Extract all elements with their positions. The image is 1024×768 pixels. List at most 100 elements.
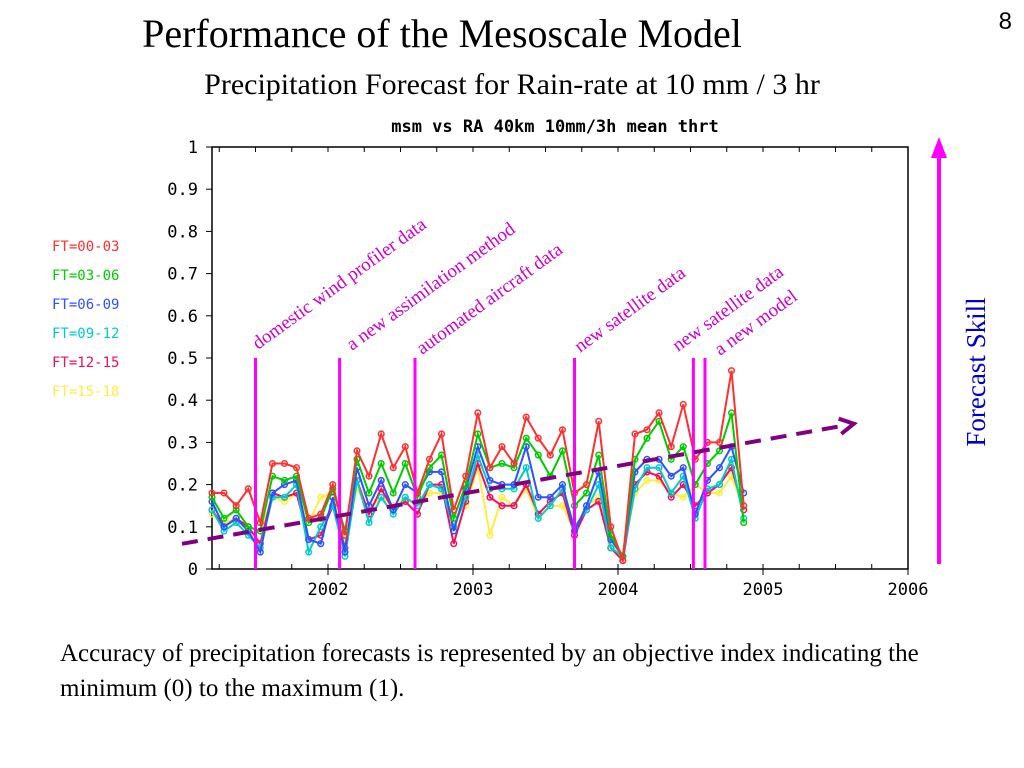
data-point: [522, 413, 530, 421]
data-point: [450, 514, 458, 522]
legend-entry: FT=00-03: [52, 239, 119, 255]
data-point: [607, 544, 615, 552]
data-point: [317, 510, 325, 518]
legend: FT=00-03 FT=03-06 FT=06-09 FT=09-12 FT=12-15…: [52, 239, 119, 400]
data-point: [619, 557, 627, 565]
data-point: [643, 434, 651, 442]
data-point: [244, 485, 252, 493]
data-point: [317, 493, 325, 501]
data-point: [546, 451, 554, 459]
data-point: [425, 481, 434, 489]
data-point: [268, 459, 277, 468]
event-annotation: domestic wind profiler data: [249, 214, 431, 354]
data-point: [534, 451, 542, 459]
data-point: [546, 502, 554, 510]
data-point: [510, 502, 518, 510]
data-point: [534, 493, 542, 501]
data-point: [679, 464, 687, 472]
data-point: [595, 451, 603, 459]
data-point: [462, 472, 470, 480]
legend-entry: FT=09-12: [52, 326, 119, 342]
data-point: [389, 489, 397, 497]
data-point: [740, 502, 748, 510]
data-point: [305, 514, 313, 522]
data-point: [727, 464, 736, 472]
data-point: [607, 523, 615, 531]
data-point: [220, 523, 228, 531]
forecast-skill-group: Forecast Skill: [931, 137, 991, 564]
trend-group: [181, 416, 858, 546]
data-point: [208, 493, 216, 501]
data-point: [486, 464, 494, 472]
data-point: [389, 464, 397, 472]
data-point: [667, 489, 675, 497]
chart-title: msm vs RA 40km 10mm/3h mean thrt: [391, 117, 719, 137]
data-point: [643, 426, 651, 434]
data-point: [208, 489, 216, 497]
data-point: [655, 472, 663, 480]
data-point: [667, 472, 675, 480]
data-point: [341, 548, 349, 556]
data-point: [498, 459, 506, 468]
data-point: [740, 519, 748, 527]
data-point: [715, 438, 724, 446]
x-tick-label: 2004: [598, 580, 639, 600]
page-title: Performance of the Mesoscale Model: [142, 11, 742, 56]
data-point: [425, 455, 434, 463]
caption: Accuracy of precipitation forecasts is r…: [60, 640, 919, 702]
y-tick-label: 0.7: [167, 265, 198, 285]
plot-frame: [211, 146, 909, 570]
data-point: [280, 459, 289, 468]
data-point: [474, 409, 482, 417]
y-tick-label: 0.8: [167, 222, 198, 242]
data-point: [208, 506, 216, 514]
data-point: [220, 489, 228, 497]
data-point: [377, 493, 385, 501]
data-point: [232, 502, 240, 510]
chart: msm vs RA 40km 10mm/3h mean thrt FT=00-0…: [52, 117, 991, 600]
data-point: [655, 409, 663, 417]
data-point: [256, 548, 264, 556]
data-point: [643, 464, 651, 472]
y-tick-label: 1: [188, 138, 198, 158]
data-point: [401, 459, 409, 468]
data-point: [498, 443, 506, 451]
data-point: [244, 523, 252, 531]
page-number: 8: [998, 8, 1012, 35]
data-point: [232, 514, 240, 522]
series-line: [212, 370, 745, 561]
data-point: [679, 443, 687, 451]
data-point: [667, 443, 675, 451]
data-point: [401, 481, 409, 489]
data-point: [353, 447, 361, 455]
data-point: [655, 464, 663, 472]
data-point: [510, 459, 518, 468]
trend-arrowhead: [838, 416, 858, 436]
data-point: [582, 489, 591, 497]
y-tick-label: 0.5: [167, 349, 198, 369]
data-point: [740, 506, 748, 514]
series-group: [208, 367, 748, 565]
data-point: [401, 493, 409, 501]
forecast-skill-label: Forecast Skill: [961, 297, 991, 446]
data-point: [595, 417, 603, 425]
data-point: [305, 548, 313, 556]
data-point: [280, 493, 289, 501]
data-point: [365, 519, 373, 527]
x-tick-label: 2005: [743, 580, 784, 600]
data-point: [486, 493, 494, 501]
data-point: [727, 367, 736, 375]
data-point: [437, 430, 446, 438]
data-point: [546, 493, 554, 501]
data-point: [317, 540, 325, 548]
x-tick-label: 2002: [308, 580, 349, 600]
series-line: [211, 412, 745, 560]
data-point: [534, 514, 542, 522]
data-point: [582, 481, 591, 489]
data-point: [317, 523, 325, 531]
data-point: [305, 535, 313, 544]
legend-entry: FT=06-09: [52, 297, 119, 313]
legend-entry: FT=12-15: [52, 355, 119, 371]
data-point: [679, 400, 687, 408]
